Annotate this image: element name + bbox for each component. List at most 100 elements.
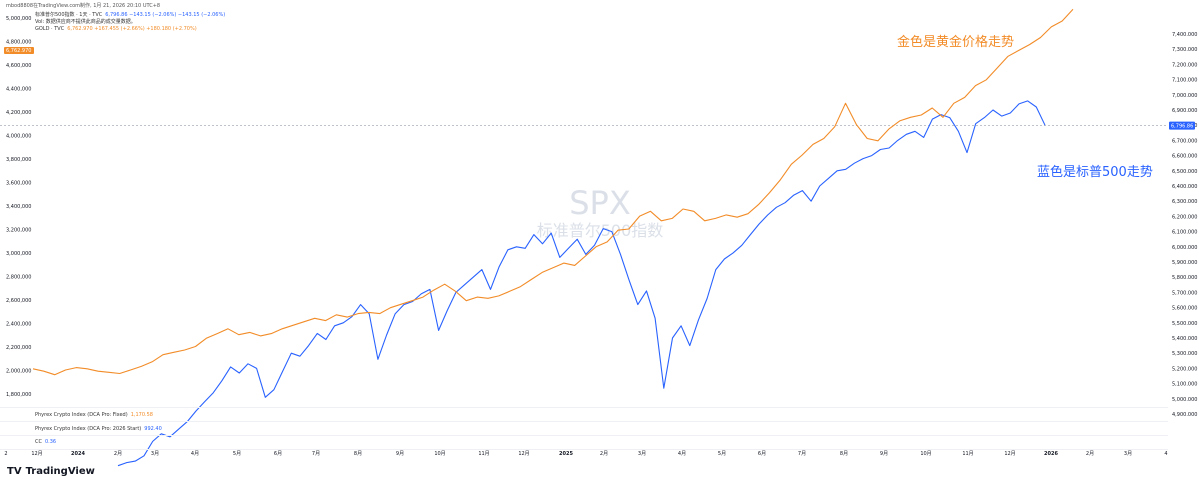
right-axis: 7,400.000 7,300.000 7,200.000 7,100.000 7,00…: [1172, 32, 1197, 418]
spx-price-badge: [1169, 121, 1195, 130]
indicator-1-label: Phyrex Crypto Index (DCA Pro: Fixed): [35, 412, 128, 418]
indicator-2-label: Phyrex Crypto Index (DCA Pro: 2026 Start…: [35, 426, 142, 432]
time-axis-year-label: 2026: [1044, 451, 1058, 457]
right-axis-tick: 7,100.000: [1172, 78, 1197, 84]
legend-spx-name: 标准普尔500指数 · 1天 · TVC: [35, 12, 103, 18]
legend-spx-values: 6,796.86 −143.15 (−2.06%) −143.15 (−2.06…: [105, 12, 226, 18]
time-axis-tick: 12月: [1004, 451, 1015, 457]
time-axis-tick: 4月: [678, 451, 686, 457]
time-axis-tick: 11月: [478, 451, 489, 457]
time-axis-tick: 3月: [1124, 451, 1132, 457]
left-axis-tick: 2,400,000: [6, 322, 31, 328]
right-axis-tick: 6,400.000: [1172, 184, 1197, 190]
time-axis-tick: 9月: [396, 451, 404, 457]
legend-gold-row[interactable]: GOLD · TVC 6,762.970 +167.455 (+2.66%) +1…: [35, 26, 225, 33]
time-axis-tick: 2: [4, 451, 7, 457]
right-axis-tick: 7,300.000: [1172, 47, 1197, 53]
right-axis-tick: 5,300.000: [1172, 351, 1197, 357]
tradingview-logo-icon: TV: [7, 466, 22, 477]
left-axis-tick: 4,200,000: [6, 110, 31, 116]
right-axis-tick: 6,600.000: [1172, 154, 1197, 160]
right-axis-tick: 6,300.000: [1172, 199, 1197, 205]
pane-divider[interactable]: [0, 435, 1168, 436]
right-axis-tick: 6,000.000: [1172, 245, 1197, 251]
pane-divider[interactable]: [0, 421, 1168, 422]
left-axis-tick: 3,000,000: [6, 251, 31, 257]
time-axis-tick: 11月: [962, 451, 973, 457]
left-axis-tick: 3,600,000: [6, 181, 31, 187]
time-axis-tick: 10月: [434, 451, 445, 457]
time-axis-tick: 8月: [354, 451, 362, 457]
time-axis-tick: 3月: [638, 451, 646, 457]
right-axis-tick: 7,000.000: [1172, 93, 1197, 99]
right-axis-tick: 5,400.000: [1172, 336, 1197, 342]
time-axis-tick: 7月: [798, 451, 806, 457]
time-axis-divider: [0, 449, 1168, 450]
right-axis-tick: 7,400.000: [1172, 32, 1197, 38]
right-axis-tick: 5,200.000: [1172, 366, 1197, 372]
gold-price-badge: [4, 47, 34, 54]
indicator-1[interactable]: Phyrex Crypto Index (DCA Pro: Fixed) 1,17…: [35, 412, 153, 418]
time-axis-tick: 4月: [191, 451, 199, 457]
time-axis-tick: 10月: [920, 451, 931, 457]
time-axis-tick: 6月: [274, 451, 282, 457]
right-axis-tick: 5,500.000: [1172, 321, 1197, 327]
left-axis-tick: 5,000,000: [6, 16, 31, 22]
time-axis-year-label: 2025: [559, 451, 573, 457]
right-axis-tick: 5,100.000: [1172, 382, 1197, 388]
right-axis-tick: 6,500.000: [1172, 169, 1197, 175]
left-axis-tick: 2,800,000: [6, 275, 31, 281]
right-axis-tick: 5,800.000: [1172, 275, 1197, 281]
gold-price-label: 6,762.970: [6, 48, 31, 54]
legend: 标准普尔500指数 · 1天 · TVC 6,796.86 −143.15 (−2…: [35, 12, 225, 33]
left-axis-tick: 2,200,000: [6, 345, 31, 351]
time-axis-tick: 6月: [758, 451, 766, 457]
right-axis-tick: 5,600.000: [1172, 306, 1197, 312]
time-axis-tick: 2月: [114, 451, 122, 457]
right-axis-tick: 5,700.000: [1172, 290, 1197, 296]
left-axis-tick: 3,800,000: [6, 157, 31, 163]
spx-annotation: 蓝色是标普500走势: [1037, 165, 1153, 180]
right-axis-tick: 6,700.000: [1172, 138, 1197, 144]
left-axis-tick: 4,800,000: [6, 40, 31, 46]
time-axis[interactable]: 2 12月 2024 2月 3月 4月 5月 6月 7月 8月 9月 10月 11月 12月 2025 2月 3…: [4, 451, 1167, 457]
indicator-2-value: 992.40: [144, 426, 162, 432]
time-axis-year-label: 2024: [71, 451, 85, 457]
price-labels: 6,796.86 6,762.970: [4, 47, 1195, 130]
spx-price-label: 6,796.86: [1171, 124, 1193, 130]
indicator-3-value: 0.36: [44, 439, 57, 445]
left-axis-tick: 4,000,000: [6, 134, 31, 140]
indicator-3[interactable]: CC 0.36: [35, 439, 56, 445]
time-axis-tick: 5月: [718, 451, 726, 457]
left-axis: 5,000,000 4,800,000 4,600,000 4,400,000 4,20…: [6, 16, 31, 398]
indicator-2[interactable]: Phyrex Crypto Index (DCA Pro: 2026 Start…: [35, 426, 162, 432]
time-axis-tick: 2月: [600, 451, 608, 457]
tradingview-logo-text: TradingView: [25, 466, 95, 477]
gold-annotation: 金色是黄金价格走势: [897, 35, 1015, 50]
pane-divider[interactable]: [0, 407, 1168, 408]
chart-credit: mbod8808在TradingView.com制作, 1月 21, 2026 …: [6, 3, 161, 9]
legend-gold-name: GOLD · TVC: [35, 26, 65, 32]
left-axis-tick: 3,200,000: [6, 228, 31, 234]
indicator-1-value: 1,170.58: [130, 412, 153, 418]
time-axis-tick: 12月: [31, 451, 42, 457]
left-axis-tick: 4,400,000: [6, 87, 31, 93]
right-axis-tick: 6,100.000: [1172, 230, 1197, 236]
time-axis-tick: 12月: [518, 451, 529, 457]
series-line-spx: [117, 100, 1046, 467]
legend-spx-row[interactable]: 标准普尔500指数 · 1天 · TVC 6,796.86 −143.15 (−2…: [35, 12, 225, 19]
time-axis-tick: 8月: [840, 451, 848, 457]
time-axis-tick: 4: [1164, 451, 1167, 457]
right-axis-tick: 5,000.000: [1172, 397, 1197, 403]
time-axis-tick: 7月: [312, 451, 320, 457]
left-axis-tick: 2,000,000: [6, 369, 31, 375]
series-layer: [32, 8, 1074, 467]
series-line-gold: [32, 8, 1074, 376]
tradingview-logo[interactable]: TV TradingView: [7, 466, 95, 477]
legend-volume-row: Vol: 数据供应商不提供此商品的成交量数据。: [35, 19, 136, 25]
time-axis-tick: 9月: [880, 451, 888, 457]
left-axis-tick: 1,800,000: [6, 392, 31, 398]
right-axis-tick: 7,200.000: [1172, 62, 1197, 68]
time-axis-tick: 2月: [1086, 451, 1094, 457]
